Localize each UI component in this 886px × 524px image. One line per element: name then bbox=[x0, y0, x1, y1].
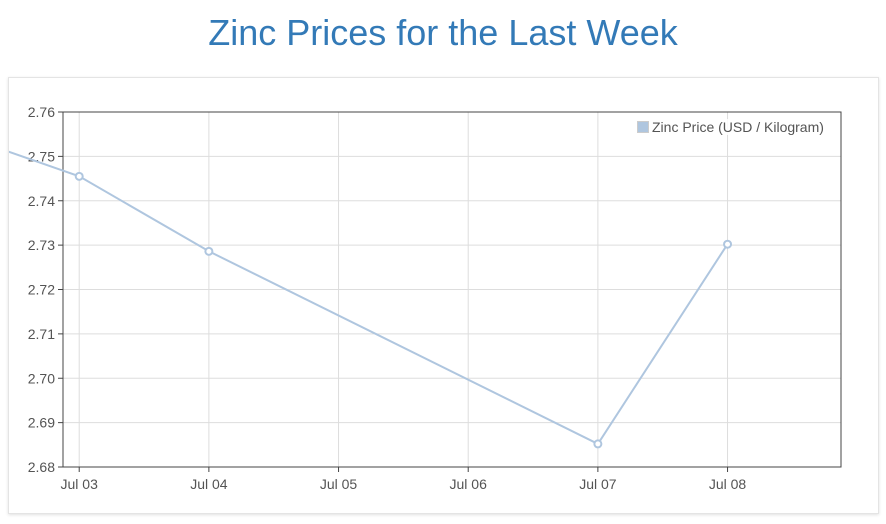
data-point[interactable] bbox=[204, 246, 214, 256]
data-point[interactable] bbox=[593, 439, 603, 449]
y-tick-label: 2.69 bbox=[28, 415, 55, 431]
y-tick-label: 2.71 bbox=[28, 326, 55, 342]
data-point[interactable] bbox=[723, 239, 733, 249]
grid-lines bbox=[63, 111, 841, 468]
y-tick-label: 2.68 bbox=[28, 459, 55, 475]
data-point[interactable] bbox=[74, 171, 84, 181]
page-title: Zinc Prices for the Last Week bbox=[208, 12, 678, 53]
legend-swatch bbox=[637, 121, 649, 133]
x-tick-label: Jul 07 bbox=[579, 476, 617, 492]
y-tick-label: 2.75 bbox=[28, 148, 55, 164]
x-tick-label: Jul 03 bbox=[61, 476, 99, 492]
x-tick-label: Jul 08 bbox=[709, 476, 747, 492]
x-axis-ticks: Jul 03 Jul 04 Jul 05 Jul 06 Jul 07 Jul 08 bbox=[61, 467, 747, 492]
y-axis-ticks: 2.68 2.69 2.70 2.71 2.72 2.73 2.74 2.75 2.76 bbox=[28, 104, 63, 475]
chart-panel: 2.68 2.69 2.70 2.71 2.72 2.73 2.74 2.75 2.76 Jul… bbox=[8, 77, 879, 514]
y-tick-label: 2.72 bbox=[28, 282, 55, 298]
line-chart: 2.68 2.69 2.70 2.71 2.72 2.73 2.74 2.75 2.76 Jul… bbox=[9, 104, 842, 492]
x-tick-label: Jul 05 bbox=[320, 476, 358, 492]
y-tick-label: 2.70 bbox=[28, 370, 55, 386]
y-tick-label: 2.73 bbox=[28, 237, 55, 253]
x-tick-label: Jul 06 bbox=[450, 476, 488, 492]
x-tick-label: Jul 04 bbox=[190, 476, 228, 492]
chart-legend: Zinc Price (USD / Kilogram) bbox=[637, 119, 824, 135]
series-layer bbox=[9, 150, 733, 449]
series-line bbox=[9, 150, 729, 446]
legend-label: Zinc Price (USD / Kilogram) bbox=[652, 119, 824, 135]
y-tick-label: 2.74 bbox=[28, 193, 55, 209]
y-tick-label: 2.76 bbox=[28, 104, 55, 120]
